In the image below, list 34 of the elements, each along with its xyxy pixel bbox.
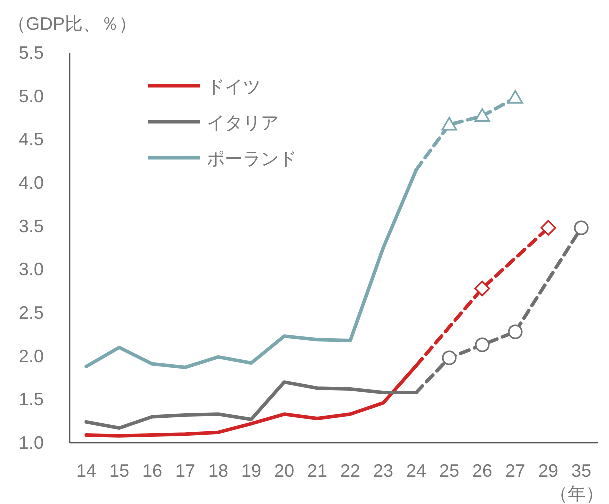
y-tick-label: 5.5 (18, 43, 44, 63)
x-tick-label: 21 (307, 461, 328, 481)
x-tick-label: 17 (175, 461, 196, 481)
y-tick-label: 4.5 (18, 130, 44, 150)
legend-item: イタリア (148, 113, 279, 133)
y-axis-title: （GDP比、％） (8, 14, 138, 34)
x-tick-label: 29 (538, 461, 559, 481)
x-tick-label: 22 (340, 461, 361, 481)
x-tick-label: 35 (571, 461, 592, 481)
y-tick-label: 4.0 (18, 173, 44, 193)
legend-label: ポーランド (207, 149, 297, 169)
y-tick-label: 3.0 (18, 260, 44, 280)
y-tick-label: 1.0 (18, 433, 44, 453)
x-tick-label: 18 (208, 461, 229, 481)
x-axis-title: （年） (550, 484, 604, 504)
x-tick-label: 16 (142, 461, 163, 481)
x-tick-label: 20 (274, 461, 295, 481)
x-tick-label: 26 (472, 461, 493, 481)
y-tick-label: 2.0 (18, 346, 44, 366)
x-tick-label: 23 (373, 461, 394, 481)
x-tick-label: 24 (406, 461, 427, 481)
y-tick-label: 1.5 (18, 390, 44, 410)
legend-label: ドイツ (207, 77, 261, 97)
legend-label: イタリア (207, 113, 279, 133)
y-tick-label: 2.5 (18, 303, 44, 323)
x-tick-label: 25 (439, 461, 460, 481)
x-tick-label: 15 (109, 461, 130, 481)
y-tick-label: 5.0 (18, 86, 44, 106)
x-tick-label: 27 (505, 461, 526, 481)
y-tick-label: 3.5 (18, 216, 44, 236)
legend-item: ポーランド (148, 149, 297, 169)
x-tick-label: 19 (241, 461, 262, 481)
legend-item: ドイツ (148, 77, 261, 97)
x-tick-label: 14 (76, 461, 97, 481)
